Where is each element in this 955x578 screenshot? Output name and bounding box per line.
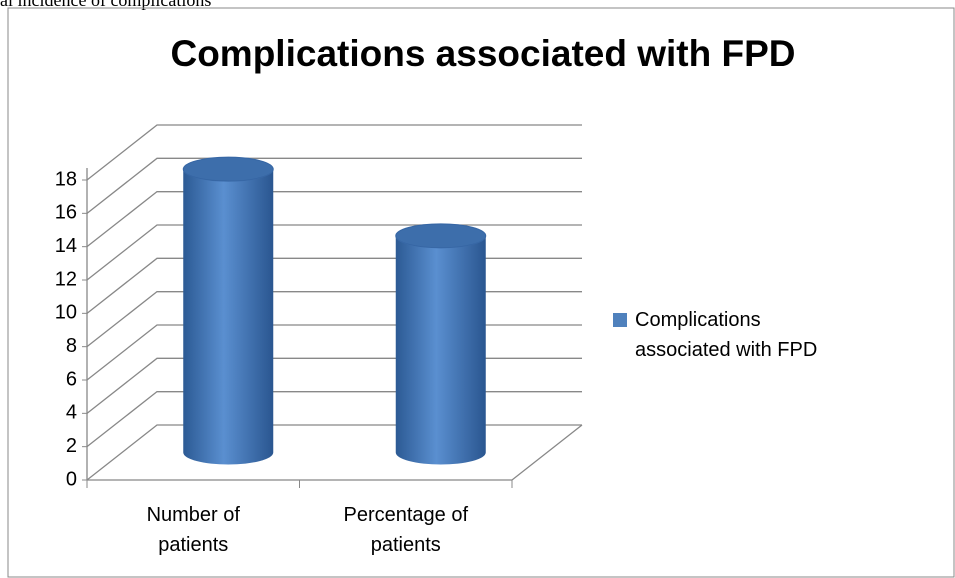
y-tick-label: 2 bbox=[66, 435, 77, 457]
bar bbox=[182, 156, 274, 465]
x-tick-label: Percentage of patients bbox=[343, 504, 469, 556]
grid-line bbox=[86, 391, 582, 448]
y-tick-label: 0 bbox=[66, 468, 77, 490]
y-tick-label: 6 bbox=[66, 368, 77, 390]
caption: al incidence of complications bbox=[0, 0, 212, 10]
grid-line bbox=[86, 124, 582, 181]
x-tick-label: Number of patients bbox=[146, 504, 240, 556]
y-tick-label: 8 bbox=[66, 335, 77, 357]
y-tick-label: 18 bbox=[55, 168, 77, 190]
bar bbox=[395, 223, 487, 465]
grid-line bbox=[86, 224, 582, 281]
grid-line bbox=[86, 424, 582, 481]
y-tick-label: 12 bbox=[55, 268, 77, 290]
y-tick-label: 16 bbox=[55, 202, 77, 224]
chart-title: Complications associated with FPD bbox=[170, 33, 795, 74]
legend-label: Complications associated with FPD bbox=[635, 309, 818, 361]
legend-swatch bbox=[613, 313, 627, 327]
floor bbox=[87, 424, 583, 481]
grid-line bbox=[86, 324, 582, 381]
y-tick-label: 10 bbox=[55, 302, 77, 324]
grid-line bbox=[86, 291, 582, 348]
y-tick-label: 14 bbox=[55, 235, 77, 257]
grid-line bbox=[86, 191, 582, 248]
grid-line bbox=[86, 257, 582, 314]
grid-line bbox=[86, 157, 582, 214]
y-tick-label: 4 bbox=[66, 402, 77, 424]
chart-border bbox=[7, 7, 955, 578]
grid-line bbox=[86, 357, 582, 414]
